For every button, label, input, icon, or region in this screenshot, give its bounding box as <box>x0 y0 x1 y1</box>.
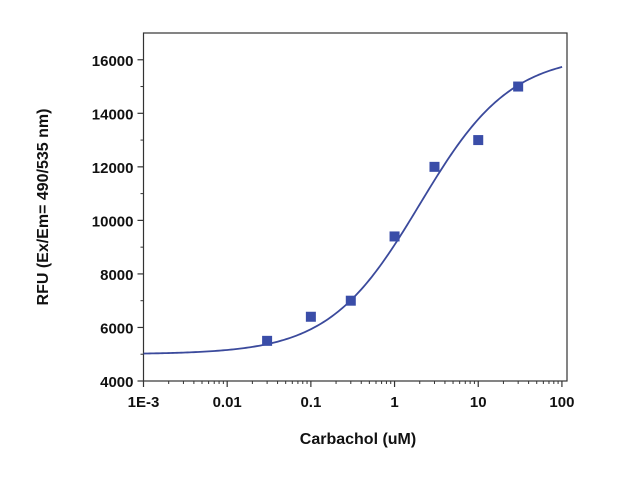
x-tick-label: 100 <box>549 394 574 411</box>
y-tick-label: 8000 <box>100 267 133 284</box>
axes: 4000 6000 8000 10000 12000 14000 16000 1E-3 0.01… <box>92 32 574 411</box>
x-tick-label: 10 <box>470 394 487 411</box>
data-point <box>262 335 273 346</box>
y-tick-label: 16000 <box>92 53 134 70</box>
y-tick-label: 10000 <box>92 213 134 230</box>
x-tick-label: 0.01 <box>213 394 242 411</box>
data-point <box>305 311 316 322</box>
x-tick-label: 0.1 <box>300 394 321 411</box>
data-points <box>262 81 524 346</box>
y-tick-label: 4000 <box>100 374 133 391</box>
x-axis-label: Carbachol (uM) <box>300 431 416 448</box>
y-axis-label: RFU (Ex/Em= 490/535 nm) <box>35 109 52 306</box>
data-point <box>429 161 440 172</box>
y-tick-label: 14000 <box>92 106 134 123</box>
y-tick-label: 6000 <box>100 320 133 337</box>
data-point <box>473 135 484 146</box>
plot-frame <box>142 32 568 382</box>
data-point <box>389 231 400 242</box>
data-point <box>513 81 524 92</box>
x-tick-label: 1E-3 <box>128 394 160 411</box>
y-tick-label: 12000 <box>92 160 134 177</box>
fit-curve <box>143 66 563 355</box>
x-tick-label: 1 <box>390 394 398 411</box>
data-point <box>345 295 356 306</box>
